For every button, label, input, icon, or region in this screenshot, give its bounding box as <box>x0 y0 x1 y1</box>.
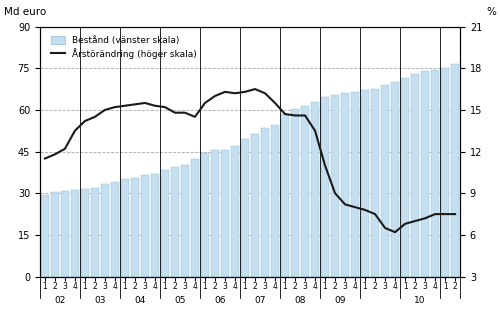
Bar <box>150 174 159 277</box>
Bar <box>331 95 340 277</box>
Bar <box>391 82 400 277</box>
Bar <box>40 195 49 277</box>
Bar <box>441 68 450 277</box>
Bar <box>120 179 129 277</box>
Text: Md euro: Md euro <box>4 7 46 17</box>
Bar <box>70 191 79 277</box>
Text: %: % <box>486 7 496 17</box>
Bar <box>381 85 390 277</box>
Bar <box>321 97 330 277</box>
Bar <box>311 102 320 277</box>
Bar <box>251 134 260 277</box>
Bar <box>130 178 139 277</box>
Bar <box>301 106 310 277</box>
Legend: Bestånd (vänster skala), Årstörändring (höger skala): Bestånd (vänster skala), Årstörändring (… <box>48 34 200 61</box>
Bar <box>411 74 420 277</box>
Bar <box>60 191 69 277</box>
Bar <box>50 192 59 277</box>
Bar <box>271 125 280 277</box>
Bar <box>451 64 460 277</box>
Bar <box>100 183 109 277</box>
Bar <box>220 150 229 277</box>
Bar <box>170 167 179 277</box>
Bar <box>351 92 360 277</box>
Bar <box>200 153 209 277</box>
Bar <box>90 188 99 277</box>
Bar <box>341 93 349 277</box>
Bar <box>240 139 249 277</box>
Bar <box>261 128 270 277</box>
Bar <box>80 189 89 277</box>
Bar <box>281 114 289 277</box>
Bar <box>140 175 149 277</box>
Bar <box>180 165 189 277</box>
Bar <box>190 158 199 277</box>
Bar <box>431 70 440 277</box>
Bar <box>230 146 239 277</box>
Bar <box>160 170 169 277</box>
Bar <box>361 90 370 277</box>
Bar <box>210 150 219 277</box>
Bar <box>371 89 380 277</box>
Bar <box>401 78 409 277</box>
Bar <box>110 182 119 277</box>
Bar <box>291 109 300 277</box>
Bar <box>421 71 430 277</box>
